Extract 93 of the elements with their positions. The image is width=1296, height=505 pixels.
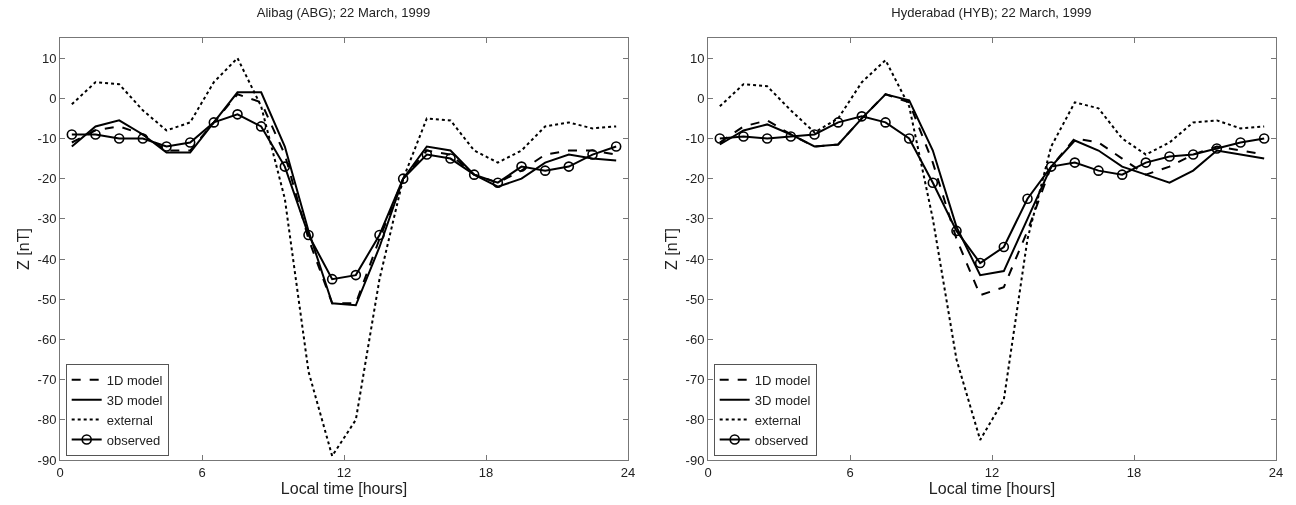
point bbox=[1045, 161, 1057, 172]
x-tick-label: 24 bbox=[620, 464, 636, 480]
point bbox=[468, 169, 480, 180]
point bbox=[208, 117, 220, 128]
point bbox=[1140, 157, 1152, 168]
point bbox=[374, 229, 385, 241]
y-tick-label: -10 bbox=[685, 131, 705, 147]
point bbox=[1093, 165, 1104, 176]
y-tick-label: -20 bbox=[685, 171, 705, 187]
y-tick-label: -90 bbox=[685, 452, 705, 468]
point bbox=[161, 141, 172, 152]
point bbox=[326, 273, 338, 285]
point bbox=[1211, 143, 1223, 154]
chart-title: Alibag (ABG); 22 March, 1999 bbox=[256, 4, 431, 20]
y-tick-label: -60 bbox=[37, 331, 57, 347]
point bbox=[880, 117, 891, 128]
y-tick-label: -70 bbox=[685, 372, 705, 388]
point bbox=[903, 133, 915, 144]
point bbox=[974, 257, 986, 269]
y-tick-label: 10 bbox=[689, 50, 705, 66]
legend-label: 1D model bbox=[754, 372, 811, 388]
point bbox=[184, 137, 196, 148]
point bbox=[1235, 137, 1246, 148]
point bbox=[714, 133, 726, 144]
y-tick-label: 0 bbox=[49, 90, 57, 106]
point bbox=[809, 129, 820, 140]
y-tick-label: -30 bbox=[685, 211, 705, 227]
legend-label: external bbox=[106, 412, 154, 428]
point bbox=[137, 133, 149, 144]
y-tick-label: -40 bbox=[685, 251, 705, 267]
point bbox=[255, 121, 267, 132]
y-tick-label: -30 bbox=[37, 211, 57, 227]
x-tick-label: 6 bbox=[846, 464, 854, 480]
point bbox=[998, 241, 1010, 253]
point bbox=[303, 229, 314, 241]
chart-title: Hyderabad (HYB); 22 March, 1999 bbox=[891, 4, 1092, 20]
point bbox=[927, 177, 939, 188]
point bbox=[539, 165, 551, 176]
legend-label: 3D model bbox=[106, 392, 163, 408]
point bbox=[856, 111, 868, 122]
point bbox=[492, 177, 504, 188]
point bbox=[350, 269, 362, 281]
x-axis-title: Local time [hours] bbox=[280, 479, 408, 497]
point bbox=[785, 131, 797, 142]
y-tick-label: -50 bbox=[685, 291, 705, 307]
y-tick-label: -70 bbox=[37, 372, 57, 388]
y-tick-label: -60 bbox=[685, 331, 705, 347]
x-tick-label: 12 bbox=[984, 464, 1000, 480]
point bbox=[610, 141, 622, 152]
point bbox=[832, 117, 844, 128]
y-tick-label: 10 bbox=[41, 50, 57, 66]
point bbox=[113, 133, 125, 144]
y-tick-label: -90 bbox=[37, 452, 57, 468]
y-tick-label: -80 bbox=[685, 412, 705, 428]
point bbox=[1022, 193, 1033, 205]
legend-label: 3D model bbox=[754, 392, 811, 408]
point bbox=[445, 153, 456, 164]
y-tick-label: -10 bbox=[37, 131, 57, 147]
legend-label: observed bbox=[106, 432, 161, 448]
point bbox=[421, 149, 433, 160]
point bbox=[1116, 169, 1128, 180]
x-tick-label: 24 bbox=[1268, 464, 1284, 480]
point bbox=[951, 225, 962, 237]
point bbox=[516, 161, 527, 172]
legend-label: external bbox=[754, 412, 802, 428]
point bbox=[1187, 149, 1199, 160]
point bbox=[1258, 133, 1270, 144]
point bbox=[90, 129, 101, 140]
point bbox=[1069, 157, 1081, 168]
point bbox=[738, 131, 749, 142]
x-tick-label: 6 bbox=[198, 464, 206, 480]
point bbox=[761, 133, 773, 144]
point bbox=[397, 173, 409, 184]
point bbox=[66, 129, 78, 140]
x-tick-label: 12 bbox=[336, 464, 352, 480]
x-tick-label: 18 bbox=[1126, 464, 1142, 480]
y-tick-label: -80 bbox=[37, 412, 57, 428]
point bbox=[279, 161, 291, 172]
x-axis-title: Local time [hours] bbox=[928, 479, 1056, 497]
y-tick-label: -40 bbox=[37, 251, 57, 267]
y-axis-title: Z [nT] bbox=[662, 228, 680, 270]
point bbox=[1164, 151, 1175, 162]
y-axis-title: Z [nT] bbox=[14, 228, 32, 270]
x-tick-label: 18 bbox=[478, 464, 494, 480]
legend-label: 1D model bbox=[106, 372, 163, 388]
y-tick-label: 0 bbox=[697, 90, 705, 106]
y-tick-label: -20 bbox=[37, 171, 57, 187]
point bbox=[587, 149, 598, 160]
legend-label: observed bbox=[754, 432, 809, 448]
line-series bbox=[70, 57, 618, 457]
point bbox=[232, 109, 243, 120]
point bbox=[563, 161, 575, 172]
y-tick-label: -50 bbox=[37, 291, 57, 307]
